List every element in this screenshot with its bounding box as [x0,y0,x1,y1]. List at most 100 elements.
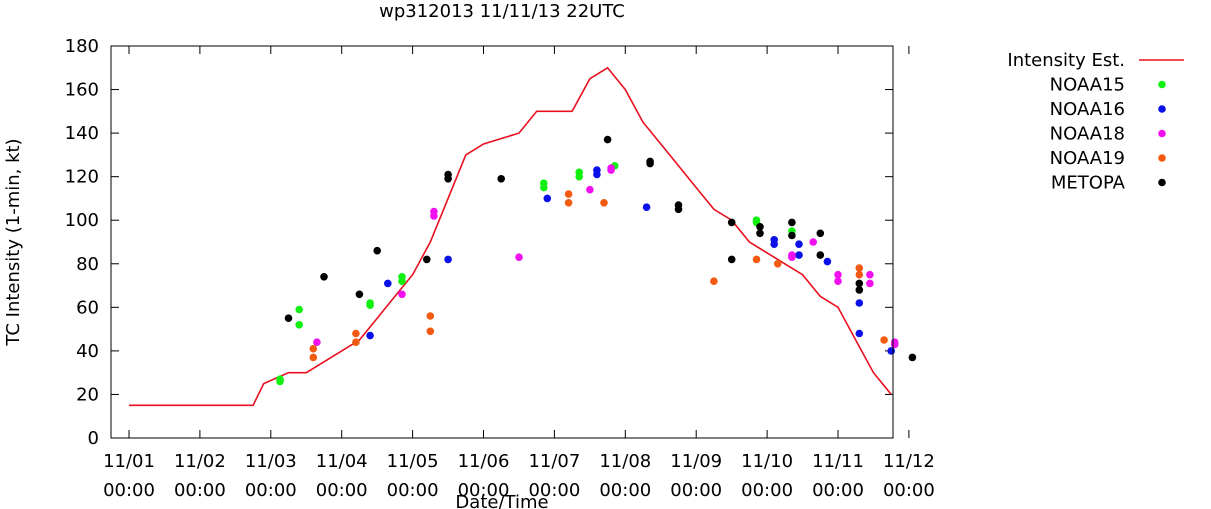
noaa19-point [309,344,318,353]
noaa18-point [866,270,874,279]
x-tick-label-time: 00:00 [103,480,155,501]
x-tick-label-date: 11/07 [528,451,580,472]
legend-label: Intensity Est. [1007,50,1125,71]
metopa-point [497,175,506,183]
y-tick-label: 40 [76,341,99,362]
metopa-point [855,286,864,294]
noaa15-point [366,301,374,310]
noaa16-point [855,299,864,307]
plot-area [129,66,917,407]
x-tick-label-date: 11/06 [458,451,510,472]
y-tick-label: 0 [88,428,99,449]
y-axis-label: TC Intensity (1-min, kt) [3,138,24,346]
legend-label: NOAA16 [1050,99,1125,120]
metopa-point [444,175,452,183]
y-tick-label: 80 [76,254,99,275]
noaa16-point [642,203,651,211]
metopa-point [788,218,796,227]
noaa18-point [834,277,842,286]
metopa-point [727,218,736,227]
noaa19-point [564,199,573,207]
metopa-point [756,223,764,231]
legend-label: METOPA [1051,173,1126,194]
noaa19-point [773,260,782,268]
noaa16-point [366,331,374,340]
noaa19-point [855,264,864,272]
noaa16-point [444,255,452,264]
noaa18-point [586,185,594,194]
noaa18-point [866,279,874,288]
legend-point-swatch [1158,105,1166,113]
noaa19-point [352,338,360,347]
noaa19-point [426,312,435,320]
noaa15-point [398,277,406,286]
noaa19-point [600,199,608,207]
noaa19-point [710,277,718,286]
noaa18-point [398,290,406,299]
y-tick-label: 100 [65,210,99,231]
legend-point-swatch [1158,178,1166,187]
x-tick-label-time: 00:00 [387,480,439,501]
metopa-point [603,135,612,144]
metopa-point [816,251,825,259]
noaa18-point [809,238,817,246]
noaa15-point [295,305,304,314]
metopa-point [646,159,654,168]
x-tick-label-time: 00:00 [528,480,580,501]
x-tick-label-date: 11/11 [812,451,864,472]
metopa-point [855,279,864,288]
metopa-point [788,231,796,240]
plot-frame [110,45,894,439]
chart-title: wp312013 11/11/13 22UTC [379,1,625,22]
x-tick-label-time: 00:00 [458,480,510,501]
metopa-point [355,290,364,299]
x-tick-label-date: 11/10 [741,451,793,472]
noaa18-point [515,253,523,261]
noaa18-point [890,340,899,349]
x-tick-label-date: 11/12 [883,451,935,472]
noaa15-point [575,172,583,181]
legend-point-swatch [1158,80,1166,89]
x-axis-label: Date/Time [455,492,548,509]
y-tick-label: 60 [76,297,99,318]
metopa-point [320,273,328,281]
metopa-point [908,353,917,362]
legend: Intensity Est. NOAA15 NOAA16 NOAA18 NOAA19 ME… [1007,50,1184,194]
metopa-point [727,255,736,264]
x-tick-label-time: 00:00 [174,480,226,501]
y-tick-label: 140 [65,123,99,144]
noaa16-point [795,251,803,259]
noaa16-point [887,347,895,355]
noaa16-point [855,329,864,338]
noaa19-point [752,255,761,264]
noaa15-point [540,183,548,192]
noaa19-point [309,353,318,362]
legend-point-swatch [1158,154,1166,162]
noaa19-point [352,329,360,338]
x-tick-label-time: 00:00 [883,480,935,501]
y-tick-label: 160 [65,80,99,101]
x-tick-label-date: 11/05 [387,451,439,472]
intensity-estimate-line [129,66,892,407]
noaa19-point [426,327,435,336]
metopa-point [756,229,764,238]
x-tick-label-time: 00:00 [741,480,793,501]
x-tick-label-time: 00:00 [245,480,297,501]
noaa15-point [295,321,304,329]
x-tick-label-date: 11/02 [174,451,226,472]
legend-label: NOAA15 [1050,75,1125,96]
metopa-point [423,255,431,264]
metopa-point [373,246,382,255]
x-tick-label-date: 11/09 [670,451,722,472]
noaa16-point [823,257,832,266]
noaa15-point [276,377,284,386]
axes-group: 0 20 40 60 80 100 120 140 160 180 11/01 00:00 11/02 0… [65,36,935,501]
y-tick-label: 120 [65,167,99,188]
noaa16-point [593,170,601,179]
x-tick-label-date: 11/08 [599,451,651,472]
y-tick-label: 20 [76,384,99,405]
x-tick-label-date: 11/03 [245,451,297,472]
metopa-point [816,229,825,238]
y-tick-label: 180 [65,36,99,57]
